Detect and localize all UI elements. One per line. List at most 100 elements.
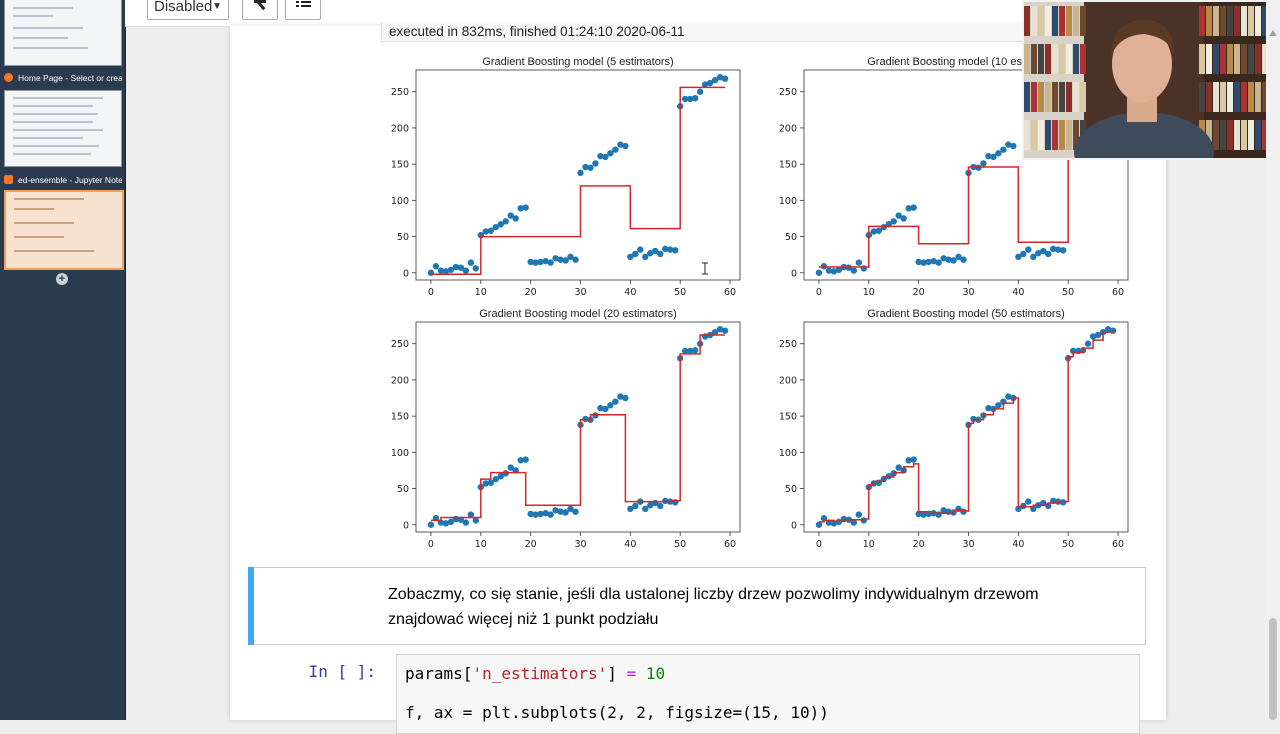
data-point: [627, 253, 634, 261]
data-point: [835, 266, 843, 274]
thumbnail-label[interactable]: ed-ensemble - Jupyter Notebook: [4, 172, 122, 188]
data-point: [1015, 253, 1022, 261]
data-point: [905, 205, 912, 212]
data-point: [652, 247, 659, 255]
page-scrollbar[interactable]: [1266, 0, 1280, 720]
plot-axes: [415, 69, 741, 281]
data-point: [1020, 502, 1027, 510]
toc-button[interactable]: [285, 0, 321, 20]
plot-title: Gradient Boosting model (10 estimators): [867, 56, 1064, 68]
data-point: [701, 81, 709, 88]
data-point: [467, 259, 475, 266]
y-tick-label: 200: [391, 123, 409, 134]
data-point: [642, 253, 649, 261]
data-point: [920, 259, 927, 266]
x-tick-label: 30: [962, 539, 974, 550]
data-point: [527, 510, 534, 518]
data-point: [915, 258, 922, 266]
scroll-up-icon[interactable]: [1269, 30, 1277, 36]
page-thumbnail[interactable]: [4, 0, 122, 66]
data-point: [582, 163, 589, 171]
code-editor[interactable]: params['n_estimators'] = 10 f, ax = plt.…: [396, 654, 1140, 734]
selected-cell-indicator: [248, 567, 254, 645]
data-point: [691, 95, 699, 102]
data-point: [1035, 250, 1042, 257]
data-point: [686, 95, 694, 103]
markdown-cell[interactable]: Zobaczmy, co się stanie, jeśli dla ustal…: [248, 567, 1146, 645]
y-tick-label: 100: [391, 448, 409, 459]
slide-sidebar: Home Page - Select or create ed-ensemble…: [0, 0, 126, 720]
data-point: [447, 518, 455, 526]
presenter-webcam: [1022, 0, 1268, 160]
data-point: [507, 464, 514, 471]
data-point: [955, 253, 962, 261]
data-point: [925, 258, 932, 266]
data-point: [825, 267, 833, 274]
data-point: [527, 258, 534, 266]
data-point: [537, 258, 544, 266]
scrollbar-thumb[interactable]: [1269, 618, 1277, 720]
x-tick-label: 20: [913, 539, 925, 550]
data-point: [855, 511, 863, 518]
model-prediction-line: [431, 86, 725, 275]
x-tick-label: 30: [962, 287, 974, 298]
thumbnail-label[interactable]: Home Page - Select or create: [4, 70, 122, 86]
page-thumbnail-active[interactable]: [4, 190, 124, 270]
data-point: [577, 169, 584, 177]
cell-toolbar-select[interactable]: Disabled ▼: [147, 0, 229, 20]
data-point: [711, 328, 719, 336]
x-tick-label: 20: [525, 539, 537, 550]
data-point: [985, 152, 992, 160]
hammer-icon: [254, 0, 266, 11]
y-tick-label: 200: [779, 123, 797, 134]
y-tick-label: 50: [397, 232, 409, 243]
data-point: [1109, 327, 1117, 334]
data-point: [547, 259, 554, 266]
data-point: [830, 268, 838, 275]
plot-title: Gradient Boosting model (50 estimators): [867, 308, 1064, 320]
data-point: [820, 263, 828, 270]
data-point: [1089, 333, 1097, 340]
data-point: [627, 505, 634, 513]
data-point: [662, 245, 669, 253]
data-point: [855, 259, 863, 266]
data-point: [667, 246, 674, 253]
data-point: [672, 499, 679, 506]
data-point: [905, 457, 912, 464]
data-point: [647, 250, 654, 257]
data-point: [542, 257, 549, 265]
y-tick-label: 250: [779, 339, 797, 350]
data-point: [537, 510, 544, 518]
data-point: [940, 255, 947, 262]
y-tick-label: 0: [791, 520, 797, 531]
data-point: [562, 257, 569, 264]
y-tick-label: 250: [391, 87, 409, 98]
data-point: [567, 253, 574, 261]
x-tick-label: 60: [1112, 539, 1124, 550]
data-point: [517, 205, 524, 212]
subplot-2: Gradient Boosting model (10 estimators) 0…: [779, 56, 1129, 298]
data-point: [870, 228, 877, 235]
y-tick-label: 200: [391, 375, 409, 386]
data-point: [562, 509, 569, 516]
data-point: [597, 152, 604, 160]
data-point: [691, 347, 699, 354]
data-point: [442, 268, 450, 275]
page-thumbnail[interactable]: [4, 90, 122, 167]
data-point: [622, 142, 629, 150]
input-prompt: In [ ]:: [308, 662, 376, 681]
command-palette-button[interactable]: [242, 0, 278, 20]
data-point: [517, 457, 524, 464]
data-point: [681, 95, 689, 103]
data-point: [472, 517, 480, 524]
data-point: [1000, 146, 1007, 153]
chevron-down-icon: ▼: [212, 1, 222, 12]
model-prediction-line: [431, 334, 725, 522]
data-point: [1020, 250, 1027, 258]
plus-circle-icon[interactable]: +: [56, 273, 68, 285]
data-point: [622, 394, 629, 402]
data-point: [487, 227, 494, 234]
y-tick-label: 150: [391, 160, 409, 171]
list-icon: [296, 1, 311, 7]
data-point: [672, 247, 679, 254]
